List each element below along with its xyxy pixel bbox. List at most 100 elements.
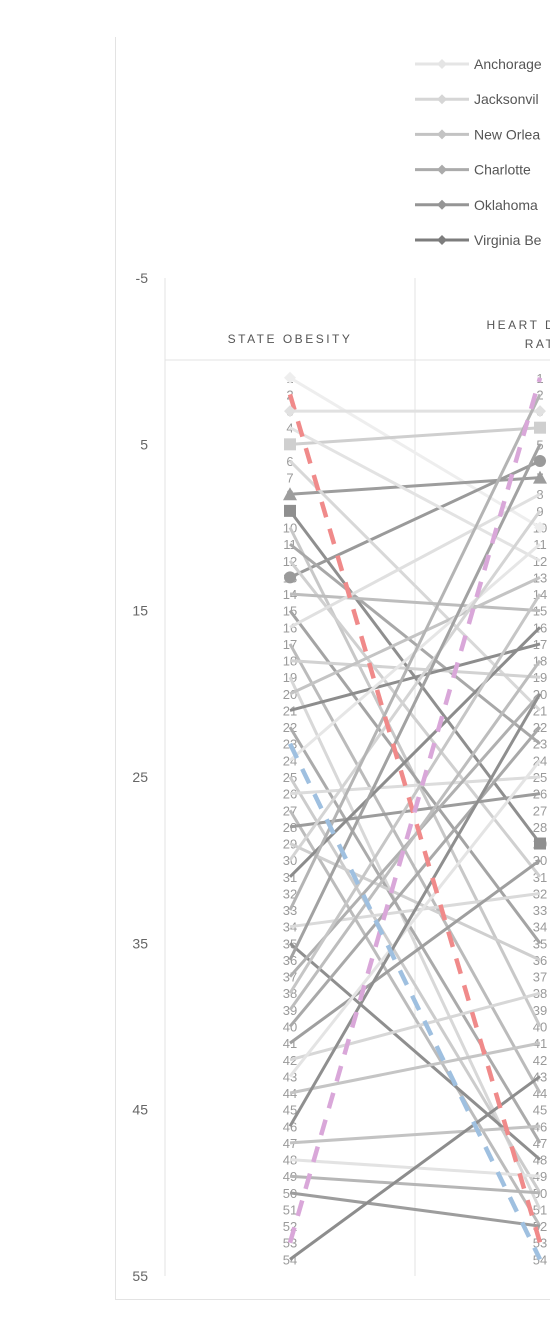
rank-label: 53 bbox=[283, 1236, 297, 1251]
rank-label: 44 bbox=[283, 1086, 297, 1101]
series-line bbox=[289, 426, 541, 446]
legend-marker bbox=[437, 235, 447, 245]
rank-label: 44 bbox=[533, 1086, 547, 1101]
legend-label: Oklahoma bbox=[474, 197, 538, 213]
series-line bbox=[288, 559, 542, 878]
series-line bbox=[288, 443, 542, 961]
series-marker bbox=[284, 438, 296, 451]
series-line bbox=[288, 759, 542, 1078]
series-line bbox=[288, 626, 542, 878]
series-line bbox=[288, 509, 542, 862]
series-line bbox=[289, 1124, 541, 1145]
series-marker bbox=[284, 405, 296, 418]
series-line bbox=[288, 726, 542, 1028]
series-marker bbox=[533, 470, 547, 484]
series-line bbox=[289, 842, 541, 962]
series-line bbox=[289, 426, 541, 563]
rank-label: 45 bbox=[533, 1103, 547, 1118]
rank-label: 33 bbox=[533, 903, 547, 918]
series-line bbox=[289, 642, 541, 712]
series-line bbox=[287, 742, 543, 1261]
rank-label: 37 bbox=[533, 970, 547, 985]
series-line bbox=[289, 659, 541, 679]
legend-label: New Orlea bbox=[474, 126, 540, 142]
legend-marker bbox=[437, 164, 447, 175]
legend-marker bbox=[437, 129, 447, 140]
rank-label: 42 bbox=[283, 1053, 297, 1068]
rank-label: 49 bbox=[533, 1169, 547, 1184]
rank-label: 51 bbox=[533, 1202, 547, 1217]
series-marker bbox=[534, 837, 546, 850]
column-header-label: STATE OBESITY bbox=[228, 332, 353, 346]
series-line bbox=[288, 659, 542, 1011]
rank-label: 26 bbox=[283, 787, 297, 802]
rank-label: 46 bbox=[283, 1119, 297, 1134]
series-line bbox=[288, 726, 542, 1144]
rank-label: 15 bbox=[533, 604, 547, 619]
rank-label: 42 bbox=[533, 1053, 547, 1068]
series-line bbox=[289, 1041, 541, 1095]
legend-marker bbox=[437, 94, 447, 105]
legend-label: Anchorage bbox=[474, 56, 542, 72]
y-tick-label: 25 bbox=[132, 769, 148, 785]
rank-label: 34 bbox=[283, 920, 297, 935]
rank-label: 32 bbox=[283, 886, 297, 901]
y-tick-label: 55 bbox=[132, 1268, 148, 1284]
rank-label: 34 bbox=[533, 920, 547, 935]
series-line bbox=[289, 592, 541, 613]
rank-label: 39 bbox=[533, 1003, 547, 1018]
y-tick-label: 45 bbox=[132, 1102, 148, 1118]
series-line bbox=[289, 376, 541, 529]
rank-label: 51 bbox=[283, 1202, 297, 1217]
legend-label: Virginia Be bbox=[474, 232, 542, 248]
series-marker bbox=[284, 504, 296, 517]
chart-frame bbox=[115, 37, 550, 1300]
series-line bbox=[288, 393, 542, 911]
rank-label: 28 bbox=[283, 820, 297, 835]
series-marker bbox=[534, 521, 546, 534]
rank-label: 36 bbox=[283, 953, 297, 968]
y-tick-label: 5 bbox=[140, 436, 148, 452]
series-line bbox=[288, 643, 542, 1094]
series-line bbox=[289, 991, 541, 1062]
rank-label: 47 bbox=[283, 1136, 297, 1151]
rank-label: 12 bbox=[533, 554, 547, 569]
series-line bbox=[289, 492, 541, 629]
series-line bbox=[288, 609, 542, 945]
rank-label: 19 bbox=[533, 670, 547, 685]
legend-marker bbox=[437, 199, 447, 210]
series-line bbox=[289, 542, 541, 745]
series-marker bbox=[284, 371, 296, 384]
rank-label: 33 bbox=[283, 903, 297, 918]
column-header-label: RAT bbox=[525, 337, 550, 351]
rank-label: 47 bbox=[533, 1136, 547, 1151]
series-marker bbox=[534, 454, 546, 467]
y-tick-label: 15 bbox=[132, 603, 148, 619]
rank-label: 40 bbox=[533, 1020, 547, 1035]
legend-label: Jacksonvil bbox=[474, 91, 539, 107]
series-line bbox=[287, 377, 543, 1244]
rank-label: 16 bbox=[283, 620, 297, 635]
rank-label: 45 bbox=[283, 1103, 297, 1118]
series-line bbox=[289, 1191, 541, 1228]
rank-label: 27 bbox=[533, 803, 547, 818]
rank-label: 36 bbox=[533, 953, 547, 968]
series-marker bbox=[534, 421, 546, 434]
series-line bbox=[289, 1174, 541, 1195]
series-line bbox=[288, 809, 542, 1227]
series-line bbox=[289, 942, 541, 1161]
series-line bbox=[288, 593, 542, 995]
series-marker bbox=[283, 487, 297, 501]
series-line bbox=[288, 693, 542, 1128]
legend-label: Charlotte bbox=[474, 162, 531, 178]
rank-label: 7 bbox=[286, 471, 293, 486]
series-marker bbox=[284, 571, 296, 584]
series-line bbox=[289, 775, 541, 796]
legend-marker bbox=[437, 59, 447, 69]
y-tick-label: 35 bbox=[132, 935, 148, 951]
series-line bbox=[289, 858, 541, 1045]
rank-label: 21 bbox=[283, 703, 297, 718]
y-tick-label: -5 bbox=[136, 270, 149, 286]
series-line bbox=[287, 393, 543, 1244]
